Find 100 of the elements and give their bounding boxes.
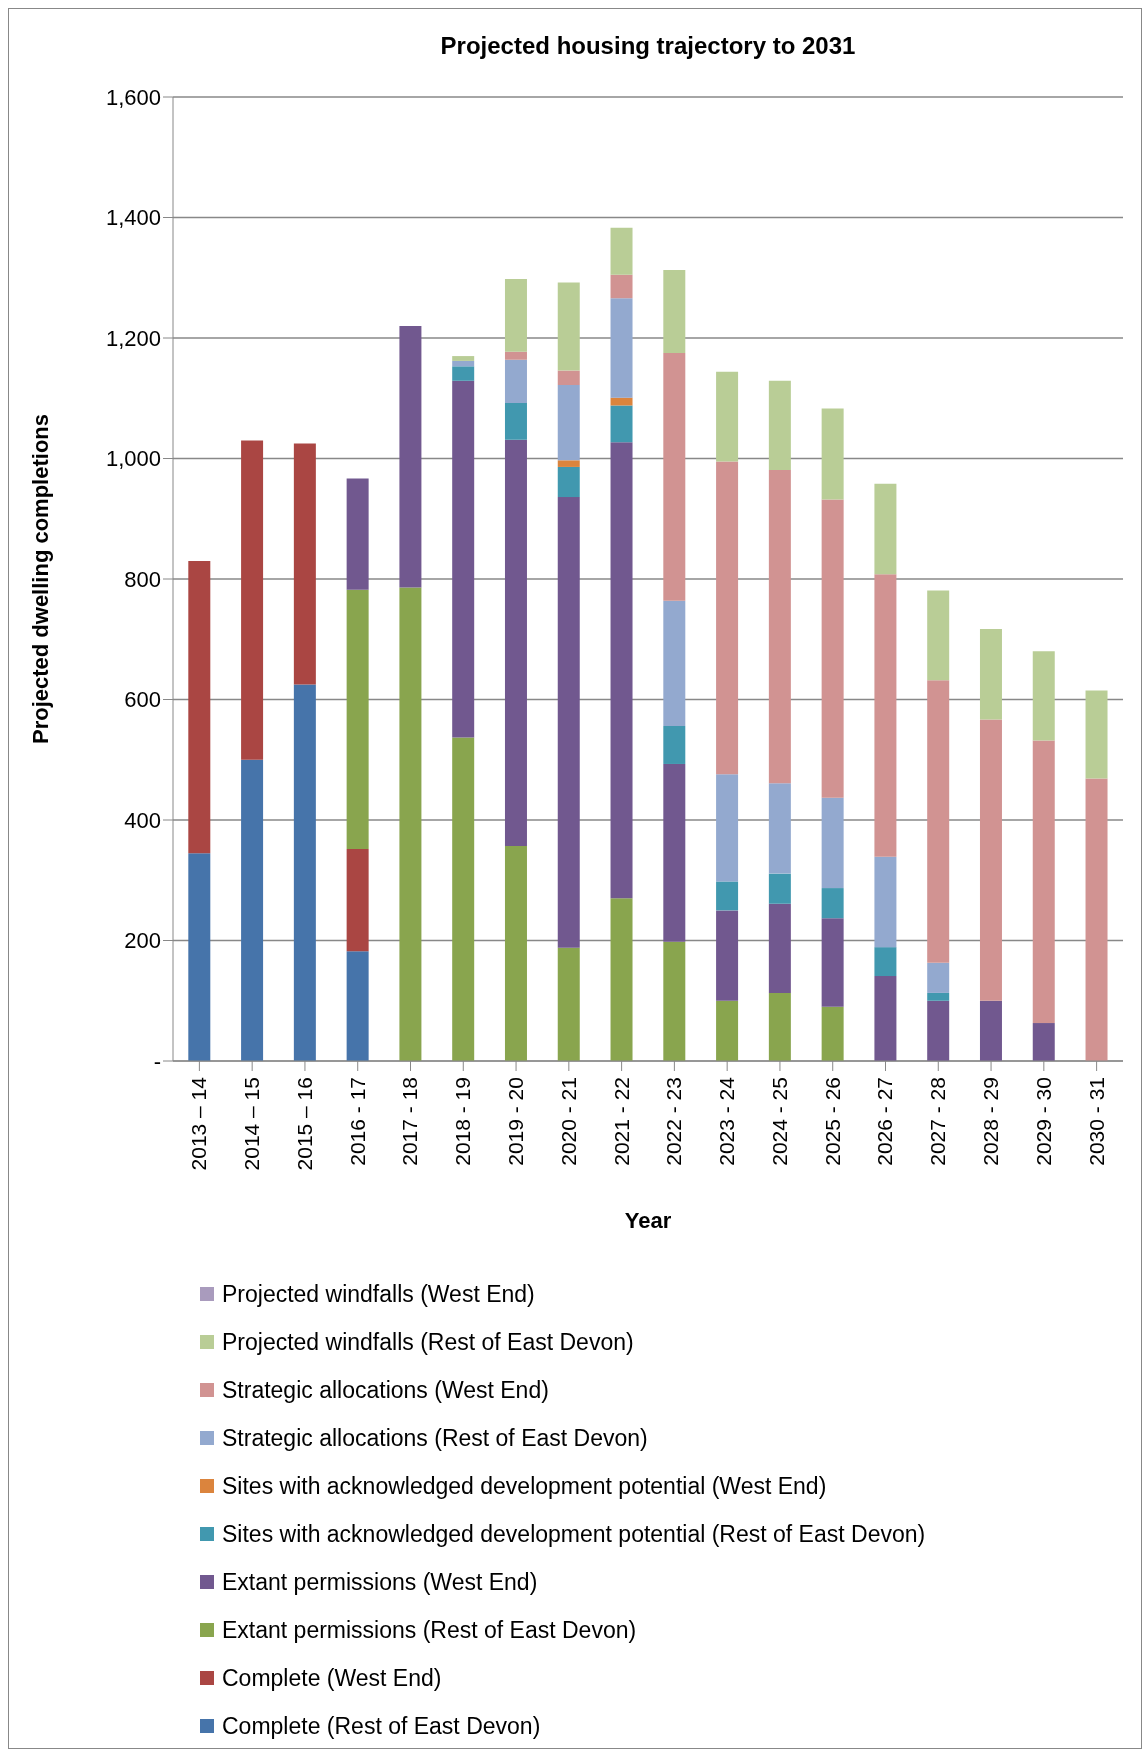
bar [504, 439, 527, 846]
bar [768, 783, 791, 874]
y-tick-label: 400 [124, 807, 161, 833]
legend-label: Sites with acknowledged development potential (Rest of East Devon) [222, 1520, 926, 1548]
x-tick-label: 2013 – 14 [187, 1076, 211, 1171]
bar [610, 227, 633, 275]
bar [716, 1000, 739, 1061]
x-tick-label: 2018 - 19 [451, 1077, 475, 1166]
bar [399, 325, 422, 588]
bar [663, 600, 686, 727]
y-tick-label: 1,600 [105, 84, 161, 110]
y-tick-label: 1,400 [105, 205, 161, 231]
bar [979, 1000, 1002, 1061]
legend-label: Extant permissions (Rest of East Devon) [222, 1616, 637, 1644]
x-tick-label: 2025 - 26 [820, 1077, 844, 1166]
y-tick-label: 800 [124, 566, 161, 592]
bar [874, 574, 897, 857]
bar [504, 351, 527, 360]
bar [610, 397, 633, 406]
y-tick-label: 600 [124, 687, 161, 713]
bar [768, 992, 791, 1061]
x-tick-label: 2019 - 20 [503, 1077, 527, 1166]
bar [874, 976, 897, 1061]
y-axis-title: Projected dwelling completions [27, 413, 53, 745]
bar [663, 941, 686, 1061]
bar [399, 587, 422, 1061]
legend-label: Strategic allocations (West End) [222, 1376, 549, 1404]
bar [768, 903, 791, 993]
x-tick-label: 2027 - 28 [926, 1077, 950, 1166]
bar [821, 499, 844, 798]
bar [346, 478, 369, 590]
legend-label: Projected windfalls (West End) [222, 1280, 535, 1308]
bar [716, 461, 739, 775]
legend-label: Complete (Rest of East Devon) [222, 1712, 541, 1740]
x-tick-label: 2029 - 30 [1031, 1077, 1055, 1166]
bar [293, 443, 316, 685]
x-tick-label: 2024 - 25 [767, 1077, 791, 1166]
x-tick-label: 2016 - 17 [345, 1077, 369, 1166]
bar [188, 853, 211, 1061]
bar [504, 278, 527, 352]
bar [241, 759, 264, 1061]
y-tick-label: 1,000 [105, 446, 161, 472]
bar [821, 797, 844, 889]
bar [716, 774, 739, 882]
bar [716, 371, 739, 462]
x-tick-label: 2021 - 22 [609, 1077, 633, 1166]
legend-label: Projected windfalls (Rest of East Devon) [222, 1328, 634, 1356]
bar [557, 370, 580, 385]
bar [663, 763, 686, 942]
bar [663, 353, 686, 601]
bar [1032, 1023, 1055, 1061]
legend-label: Strategic allocations (Rest of East Devon) [222, 1424, 648, 1452]
bar [768, 873, 791, 904]
x-tick-label: 2028 - 29 [978, 1077, 1002, 1166]
bar [979, 719, 1002, 1001]
bar [716, 881, 739, 911]
x-axis-title: Year [624, 1208, 672, 1233]
bar [821, 408, 844, 500]
bar [557, 460, 580, 467]
bar [557, 466, 580, 498]
bar [293, 684, 316, 1061]
bar [346, 951, 369, 1061]
bar [927, 680, 950, 963]
bar [452, 380, 475, 738]
x-tick-label: 2014 – 15 [240, 1077, 264, 1171]
bar [557, 282, 580, 371]
bar [610, 298, 633, 398]
bar [504, 359, 527, 404]
bar [1032, 651, 1055, 741]
bar [979, 629, 1002, 720]
y-tick-label: 1,200 [105, 325, 161, 351]
x-tick-label: 2022 - 23 [662, 1077, 686, 1166]
legend-label: Extant permissions (West End) [222, 1568, 538, 1596]
legend-label: Sites with acknowledged development potential (West End) [222, 1472, 827, 1500]
x-tick-label: 2017 - 18 [398, 1077, 422, 1166]
chart-title: Projected housing trajectory to 2031 [439, 32, 857, 60]
x-tick-label: 2015 – 16 [292, 1077, 316, 1171]
bar [452, 356, 475, 361]
bar [927, 962, 950, 993]
bar [557, 385, 580, 461]
y-tick-label: 200 [124, 928, 161, 954]
bar [821, 1006, 844, 1061]
x-tick-label: 2020 - 21 [556, 1077, 580, 1166]
y-tick-label: - [153, 1048, 161, 1074]
bar [557, 947, 580, 1061]
bar [557, 497, 580, 948]
bar [1032, 740, 1055, 1024]
legend-label: Complete (West End) [222, 1664, 442, 1692]
bar [927, 1000, 950, 1061]
x-tick-label: 2023 - 24 [715, 1076, 739, 1166]
bar [346, 589, 369, 849]
bar [610, 898, 633, 1061]
bar [504, 845, 527, 1061]
bar [821, 888, 844, 919]
bar [874, 483, 897, 575]
bar [452, 366, 475, 381]
bar [768, 380, 791, 470]
bar [346, 848, 369, 952]
bar [927, 590, 950, 681]
bar [716, 910, 739, 1001]
